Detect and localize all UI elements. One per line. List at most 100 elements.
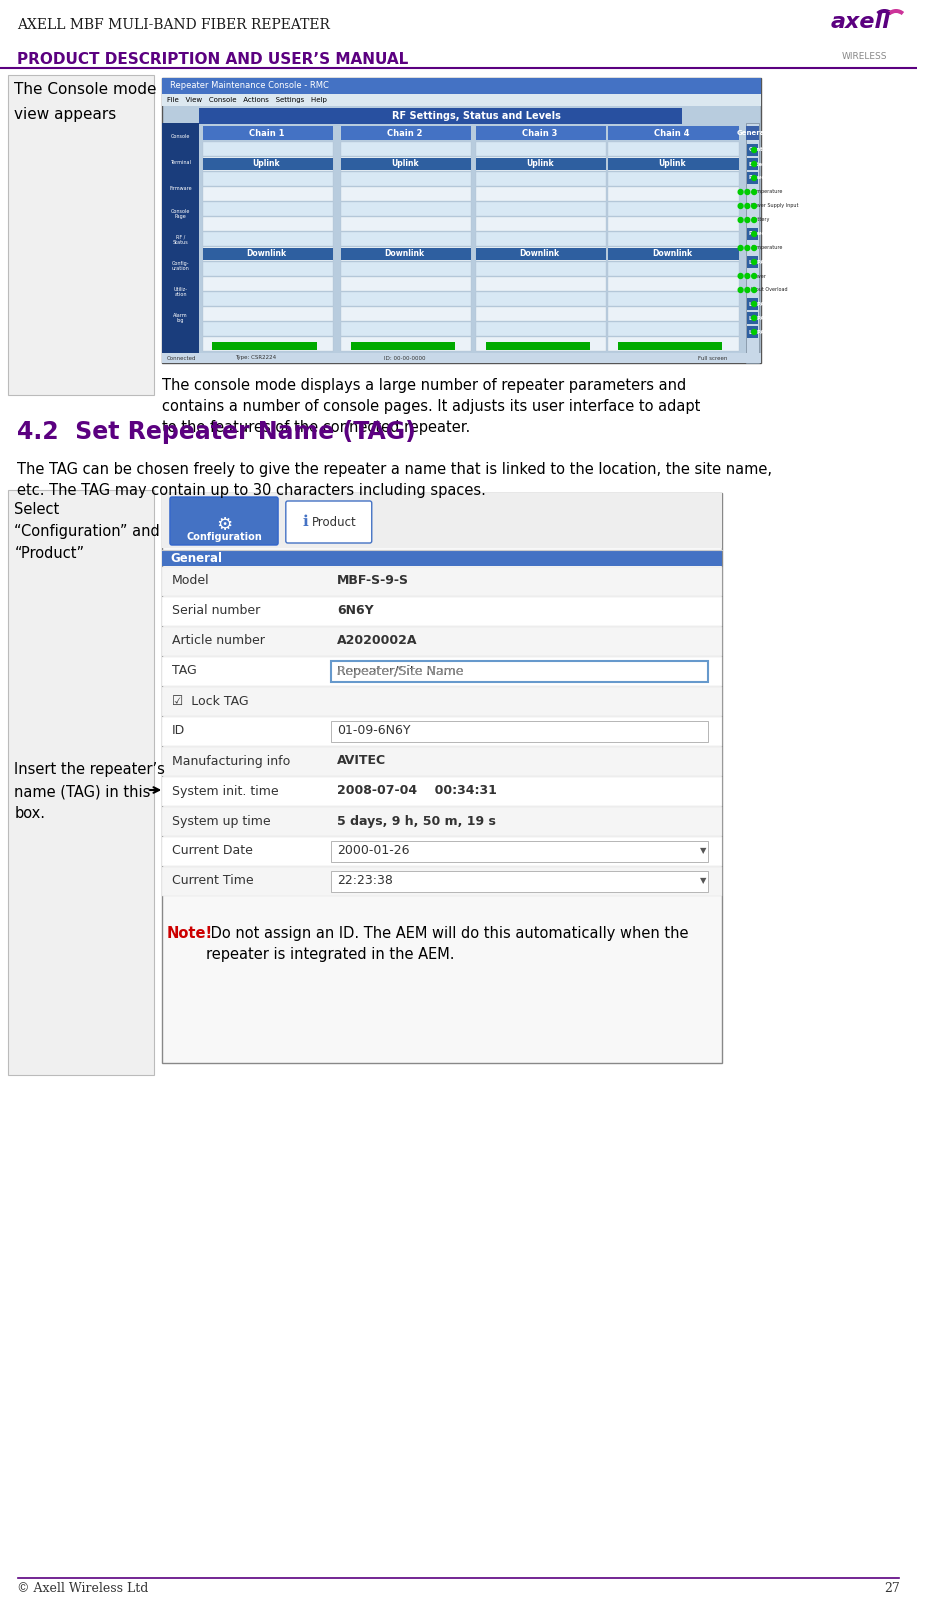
FancyBboxPatch shape [476,291,606,306]
FancyBboxPatch shape [162,717,722,746]
FancyBboxPatch shape [476,246,606,261]
Text: A2020002A: A2020002A [337,635,417,648]
Text: 6N6Y: 6N6Y [337,605,373,618]
FancyBboxPatch shape [341,248,471,259]
FancyBboxPatch shape [332,661,708,682]
Text: Manufacturing info: Manufacturing info [172,755,290,768]
Text: Model: Model [172,574,210,587]
FancyBboxPatch shape [608,248,739,259]
Circle shape [751,189,756,195]
Text: Console: Console [171,133,190,139]
FancyBboxPatch shape [202,307,333,322]
FancyBboxPatch shape [748,326,758,338]
Text: ID: 00-00-0000: ID: 00-00-0000 [385,355,426,360]
FancyBboxPatch shape [341,291,471,306]
FancyBboxPatch shape [476,338,606,350]
Text: Select
“Configuration” and
“Product”: Select “Configuration” and “Product” [14,502,161,562]
FancyBboxPatch shape [476,232,606,246]
FancyBboxPatch shape [608,187,739,202]
Circle shape [751,330,756,334]
Text: Repeater Maintenance Console - RMC: Repeater Maintenance Console - RMC [170,82,329,91]
FancyBboxPatch shape [8,75,155,395]
Text: Config-
uration: Config- uration [172,261,189,272]
Text: Temperature: Temperature [751,189,783,195]
Text: Uplink: Uplink [526,160,554,168]
Text: TAG: TAG [172,664,197,677]
FancyBboxPatch shape [332,781,708,802]
FancyBboxPatch shape [608,157,739,171]
Text: Console
Page: Console Page [171,208,190,219]
FancyBboxPatch shape [332,571,708,592]
FancyBboxPatch shape [162,778,722,806]
FancyBboxPatch shape [341,307,471,322]
Text: PRODUCT DESCRIPTION AND USER’S MANUAL: PRODUCT DESCRIPTION AND USER’S MANUAL [17,51,408,67]
FancyBboxPatch shape [748,144,758,157]
Text: Chain 3: Chain 3 [522,128,558,138]
FancyBboxPatch shape [608,262,739,275]
Text: General: General [170,552,222,565]
Text: 01-09-6N6Y: 01-09-6N6Y [337,725,410,738]
FancyBboxPatch shape [476,277,606,291]
FancyBboxPatch shape [162,747,722,776]
Text: Repeater/Site Name: Repeater/Site Name [337,664,464,677]
FancyBboxPatch shape [608,202,739,216]
Text: 5 days, 9 h, 50 m, 19 s: 5 days, 9 h, 50 m, 19 s [337,814,496,827]
FancyBboxPatch shape [748,298,758,310]
Text: Downlink: Downlink [652,250,693,259]
Text: Terminal: Terminal [170,160,191,165]
Text: Article number: Article number [172,635,265,648]
FancyBboxPatch shape [485,342,590,350]
Text: Connected: Connected [167,355,197,360]
Wedge shape [888,10,904,14]
Text: Downlink: Downlink [246,250,287,259]
Circle shape [745,245,750,251]
FancyBboxPatch shape [202,338,333,350]
FancyBboxPatch shape [162,78,761,94]
Text: axell: axell [830,11,890,32]
Circle shape [751,218,756,222]
Circle shape [751,315,756,320]
FancyBboxPatch shape [213,342,316,350]
Circle shape [751,176,756,181]
FancyBboxPatch shape [608,218,739,230]
FancyBboxPatch shape [162,94,761,106]
FancyBboxPatch shape [341,157,471,171]
FancyBboxPatch shape [476,202,606,216]
Text: Do not assign an ID. The AEM will do this automatically when the
repeater is int: Do not assign an ID. The AEM will do thi… [205,926,688,962]
Text: AXELL MBF MULI-BAND FIBER REPEATER: AXELL MBF MULI-BAND FIBER REPEATER [17,18,331,32]
FancyBboxPatch shape [476,218,606,230]
Text: RF /
Status: RF / Status [173,235,188,245]
Text: LNPA DL B: LNPA DL B [750,330,780,334]
FancyBboxPatch shape [332,722,708,742]
FancyBboxPatch shape [202,202,333,216]
Text: WIRELESS: WIRELESS [842,51,887,61]
Text: RF Settings, Status and Levels: RF Settings, Status and Levels [392,110,560,122]
FancyBboxPatch shape [476,262,606,275]
Text: External Alarms: External Alarms [750,162,797,166]
Text: Power Supply Input: Power Supply Input [751,203,799,208]
Circle shape [745,218,750,222]
Text: Current Date: Current Date [172,845,253,858]
Text: MBF-S-9-S: MBF-S-9-S [337,574,409,587]
Text: The console mode displays a large number of repeater parameters and
contains a n: The console mode displays a large number… [162,378,700,435]
Text: Product: Product [312,515,356,528]
FancyBboxPatch shape [162,354,761,363]
Text: 22:23:38: 22:23:38 [337,875,393,888]
Text: Power: Power [751,274,766,278]
Text: Serial number: Serial number [172,605,260,618]
FancyBboxPatch shape [608,338,739,350]
FancyBboxPatch shape [332,661,708,682]
Text: LNPA DL A: LNPA DL A [750,315,780,320]
FancyBboxPatch shape [341,338,471,350]
FancyBboxPatch shape [608,142,739,157]
Text: Downlink: Downlink [520,250,560,259]
FancyBboxPatch shape [162,566,722,595]
Text: ▼: ▼ [700,846,707,856]
Circle shape [738,288,743,293]
Text: © Axell Wireless Ltd: © Axell Wireless Ltd [17,1582,149,1595]
FancyBboxPatch shape [748,227,758,240]
FancyBboxPatch shape [8,490,155,1075]
Text: File   View   Console   Actions   Settings   Help: File View Console Actions Settings Help [167,98,327,102]
FancyBboxPatch shape [162,627,722,656]
Circle shape [738,218,743,222]
